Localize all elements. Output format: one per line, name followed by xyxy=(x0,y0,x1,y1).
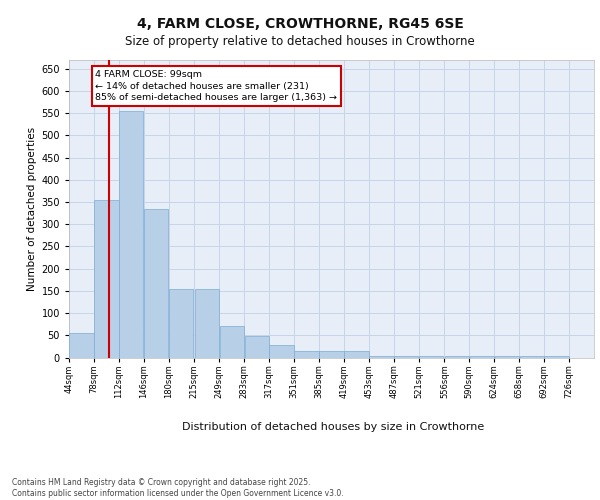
Bar xyxy=(295,351,319,358)
Bar xyxy=(445,356,469,358)
Y-axis label: Number of detached properties: Number of detached properties xyxy=(27,126,37,291)
Bar xyxy=(520,356,544,358)
Bar xyxy=(94,200,119,358)
Bar xyxy=(319,351,344,358)
Bar xyxy=(194,288,219,358)
Text: 4, FARM CLOSE, CROWTHORNE, RG45 6SE: 4, FARM CLOSE, CROWTHORNE, RG45 6SE xyxy=(137,18,463,32)
Bar xyxy=(169,288,193,358)
Bar xyxy=(269,345,294,358)
Bar xyxy=(344,351,368,358)
Bar xyxy=(419,356,443,358)
Text: 4 FARM CLOSE: 99sqm
← 14% of detached houses are smaller (231)
85% of semi-detac: 4 FARM CLOSE: 99sqm ← 14% of detached ho… xyxy=(95,70,337,102)
Text: Contains HM Land Registry data © Crown copyright and database right 2025.
Contai: Contains HM Land Registry data © Crown c… xyxy=(12,478,344,498)
Text: Size of property relative to detached houses in Crowthorne: Size of property relative to detached ho… xyxy=(125,35,475,48)
Bar xyxy=(394,356,418,358)
Bar xyxy=(544,356,569,358)
Bar xyxy=(494,356,519,358)
Bar xyxy=(470,356,494,358)
Bar xyxy=(369,356,394,358)
Bar xyxy=(245,336,269,357)
Bar xyxy=(69,333,94,357)
Bar xyxy=(144,209,169,358)
Text: Distribution of detached houses by size in Crowthorne: Distribution of detached houses by size … xyxy=(182,422,484,432)
Bar xyxy=(220,326,244,358)
Bar xyxy=(119,111,143,358)
